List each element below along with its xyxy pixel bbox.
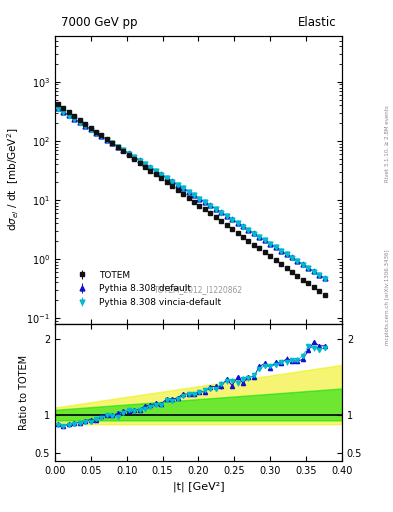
Y-axis label: d$\sigma_{el}$ / dt  [mb/GeV$^2$]: d$\sigma_{el}$ / dt [mb/GeV$^2$] [5,128,21,231]
X-axis label: |t| [GeV²]: |t| [GeV²] [173,481,224,492]
Y-axis label: Ratio to TOTEM: Ratio to TOTEM [19,355,29,430]
Text: mcplots.cern.ch [arXiv:1306.3436]: mcplots.cern.ch [arXiv:1306.3436] [385,249,390,345]
Text: Elastic: Elastic [298,16,336,29]
Text: Rivet 3.1.10, ≥ 2.8M events: Rivet 3.1.10, ≥ 2.8M events [385,105,390,182]
Legend: TOTEM, Pythia 8.308 default, Pythia 8.308 vincia-default: TOTEM, Pythia 8.308 default, Pythia 8.30… [68,267,224,311]
Text: TOTEM_2012_I1220862: TOTEM_2012_I1220862 [154,285,243,294]
Text: 7000 GeV pp: 7000 GeV pp [61,16,137,29]
